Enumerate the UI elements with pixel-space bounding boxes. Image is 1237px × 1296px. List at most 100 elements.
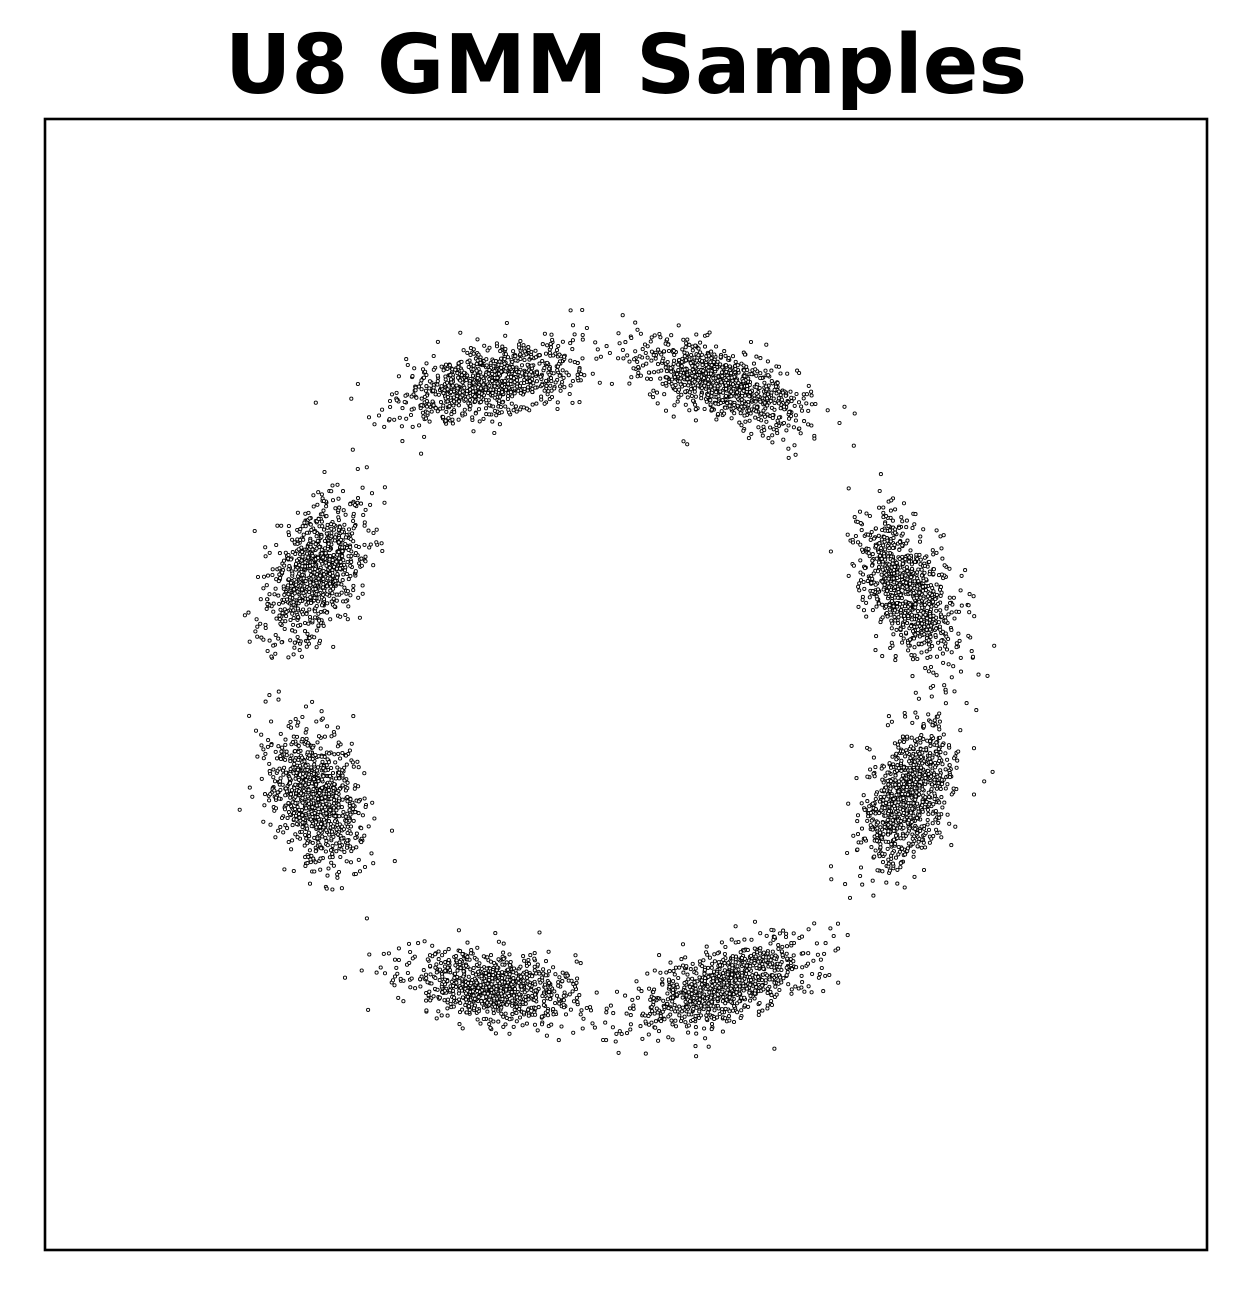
sample-point xyxy=(490,419,495,424)
sample-point xyxy=(917,599,922,604)
sample-point xyxy=(699,392,704,398)
sample-point xyxy=(682,375,687,380)
sample-point xyxy=(345,589,350,594)
sample-point xyxy=(302,759,307,764)
sample-point xyxy=(281,558,287,563)
sample-point xyxy=(317,618,322,623)
sample-point xyxy=(940,781,945,787)
sample-point xyxy=(299,654,304,659)
sample-point xyxy=(879,766,884,771)
sample-point xyxy=(273,651,278,656)
sample-point xyxy=(683,402,688,407)
sample-point xyxy=(419,403,424,408)
sample-point xyxy=(295,623,301,628)
sample-point xyxy=(342,522,347,527)
sample-point xyxy=(555,400,560,405)
sample-point xyxy=(295,767,300,772)
sample-point xyxy=(867,804,872,809)
sample-point xyxy=(324,531,329,536)
sample-point xyxy=(858,865,864,870)
sample-point xyxy=(425,410,430,415)
sample-point xyxy=(939,590,944,595)
sample-point xyxy=(709,407,714,412)
sample-point xyxy=(283,742,288,747)
sample-point xyxy=(522,386,527,391)
sample-point xyxy=(331,552,336,558)
sample-point xyxy=(340,545,345,550)
sample-point xyxy=(797,370,802,376)
sample-point xyxy=(893,527,898,532)
sample-point xyxy=(316,623,321,628)
sample-point xyxy=(286,533,292,538)
sample-point xyxy=(467,407,472,412)
sample-point xyxy=(312,595,317,600)
sample-point xyxy=(766,436,771,441)
sample-point xyxy=(294,817,299,822)
sample-point xyxy=(931,683,936,689)
sample-point xyxy=(283,770,289,775)
sample-point xyxy=(313,820,318,825)
sample-point xyxy=(336,751,341,756)
sample-point xyxy=(475,375,480,381)
sample-point xyxy=(518,407,523,412)
sample-point xyxy=(246,610,251,615)
sample-point xyxy=(284,614,289,619)
sample-point xyxy=(340,549,345,554)
sample-point xyxy=(441,403,446,408)
sample-point xyxy=(932,621,937,626)
sample-point xyxy=(709,349,714,354)
sample-point xyxy=(533,348,538,353)
sample-point xyxy=(306,621,311,626)
sample-point xyxy=(473,411,478,416)
sample-point xyxy=(348,563,353,568)
sample-point xyxy=(884,610,889,616)
sample-point xyxy=(901,636,906,641)
sample-point xyxy=(303,763,308,768)
sample-point xyxy=(448,373,453,378)
sample-point xyxy=(300,554,305,559)
sample-point xyxy=(362,523,367,528)
sample-point xyxy=(495,375,500,380)
sample-point xyxy=(545,343,550,348)
sample-point xyxy=(351,803,356,808)
sample-point xyxy=(899,632,904,637)
sample-point xyxy=(343,612,348,618)
sample-point xyxy=(749,372,754,377)
sample-point xyxy=(708,398,713,403)
sample-point xyxy=(943,786,948,791)
sample-point xyxy=(719,380,724,385)
sample-point xyxy=(338,559,343,564)
sample-point xyxy=(303,511,308,516)
sample-point xyxy=(871,571,876,576)
sample-point xyxy=(311,504,316,509)
sample-point xyxy=(422,394,427,399)
sample-point xyxy=(357,561,362,566)
sample-point xyxy=(912,579,917,584)
sample-point xyxy=(623,340,628,345)
sample-point xyxy=(325,601,330,606)
sample-point xyxy=(320,585,326,590)
sample-point xyxy=(549,395,555,400)
sample-point xyxy=(427,386,432,391)
sample-point xyxy=(769,378,774,384)
sample-point xyxy=(903,557,908,562)
sample-point xyxy=(577,400,582,405)
sample-point xyxy=(301,771,306,776)
sample-point xyxy=(341,572,346,577)
sample-point xyxy=(909,617,914,622)
sample-point xyxy=(568,308,573,313)
sample-point xyxy=(468,346,473,351)
sample-point xyxy=(543,351,549,356)
sample-point xyxy=(789,399,794,404)
sample-point xyxy=(290,550,295,555)
sample-point xyxy=(475,358,480,363)
sample-point xyxy=(496,371,502,376)
sample-point xyxy=(500,400,505,405)
sample-point xyxy=(883,547,888,552)
sample-point xyxy=(277,796,282,801)
sample-point xyxy=(276,636,281,641)
sample-point xyxy=(451,399,457,404)
sample-point xyxy=(570,338,575,343)
sample-point xyxy=(455,386,460,391)
sample-point xyxy=(292,540,297,545)
